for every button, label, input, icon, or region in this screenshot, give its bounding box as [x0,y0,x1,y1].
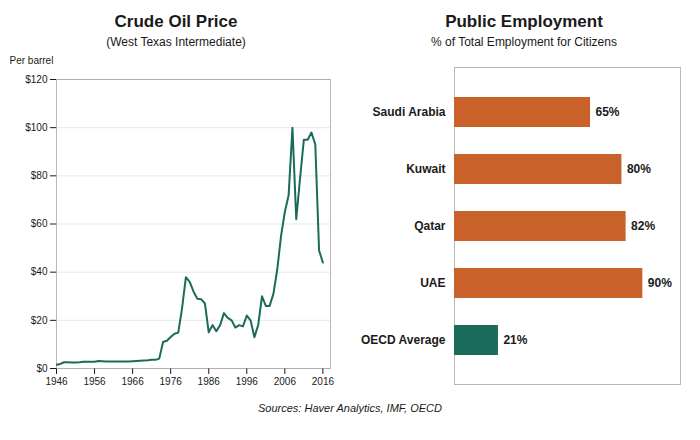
svg-text:$0: $0 [36,363,48,374]
svg-text:82%: 82% [631,219,655,233]
svg-text:$80: $80 [31,170,48,181]
svg-text:1986: 1986 [198,376,221,387]
svg-text:OECD Average: OECD Average [361,333,446,347]
svg-text:$40: $40 [31,266,48,277]
svg-text:1946: 1946 [45,376,68,387]
svg-text:65%: 65% [596,105,620,119]
svg-text:80%: 80% [627,162,651,176]
svg-text:Saudi Arabia: Saudi Arabia [373,105,446,119]
svg-text:1996: 1996 [236,376,259,387]
svg-text:$20: $20 [31,315,48,326]
svg-text:90%: 90% [648,276,672,290]
svg-text:1966: 1966 [121,376,144,387]
svg-text:$60: $60 [31,218,48,229]
svg-text:2016: 2016 [312,376,335,387]
svg-text:2006: 2006 [274,376,297,387]
html-text:Sources: Haver Analytics, IMF,: Sources: Haver Analytics, IMF, OECD [258,402,442,414]
svg-text:1956: 1956 [83,376,106,387]
svg-text:$120: $120 [25,74,48,85]
svg-text:Per barrel: Per barrel [10,55,54,66]
svg-text:Kuwait: Kuwait [406,162,445,176]
svg-text:1976: 1976 [160,376,183,387]
html-text:(West Texas Intermediate): (West Texas Intermediate) [106,35,246,49]
svg-text:Qatar: Qatar [414,219,446,233]
html-text:Crude Oil Price: Crude Oil Price [114,12,238,31]
svg-text:UAE: UAE [420,276,445,290]
html-text:% of Total Employment for Citi: % of Total Employment for Citizens [431,35,617,49]
svg-text:$100: $100 [25,122,48,133]
html-text:Public Employment: Public Employment [445,12,603,31]
svg-text:21%: 21% [503,333,527,347]
